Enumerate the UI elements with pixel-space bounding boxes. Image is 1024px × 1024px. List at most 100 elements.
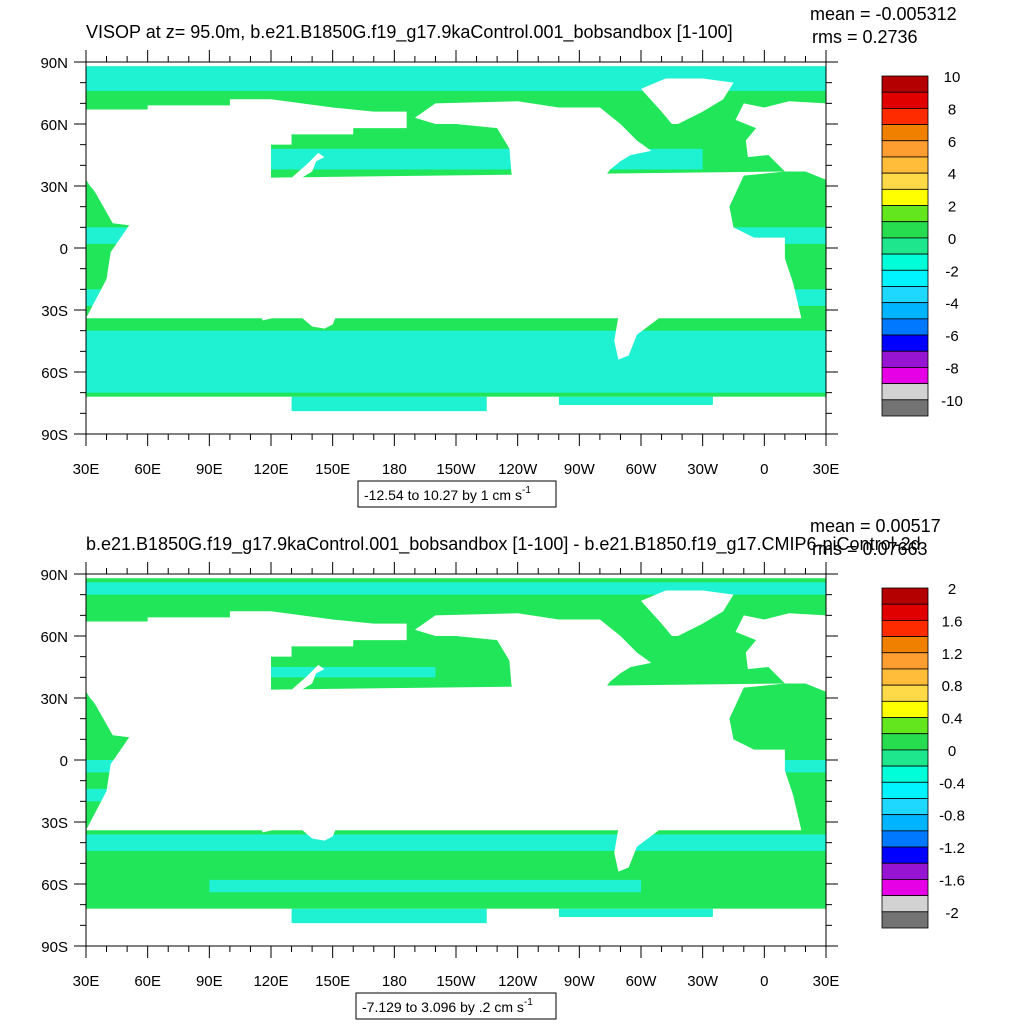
- top-north-america-land: [414, 101, 652, 211]
- top-y-tick-label: 90N: [40, 55, 68, 72]
- bottom-title: b.e21.B1850G.f19_g17.9kaControl.001_bobs…: [86, 534, 921, 555]
- top-land-mask: [86, 62, 826, 434]
- bottom-colorbar-label: 1.6: [942, 613, 963, 630]
- bottom-japan-land: [291, 664, 325, 694]
- bottom-colorbar-swatch: [881, 862, 929, 880]
- top-x-tick-label: 90W: [564, 461, 596, 478]
- top-x-tick-label: 120E: [253, 461, 288, 478]
- bottom-colorbar-swatch: [881, 846, 929, 864]
- top-colorbar-swatch: [881, 367, 929, 385]
- top-x-tick-label: 180: [382, 461, 407, 478]
- bottom-colorbar-swatch: [881, 652, 929, 670]
- top-colorbar-swatch: [881, 350, 929, 368]
- bottom-weddell-sea: [558, 908, 713, 918]
- bottom-x-tick-label: 60W: [626, 973, 658, 990]
- top-x-tick-label: 30E: [73, 461, 100, 478]
- bottom-y-tick-label: 90N: [40, 567, 68, 584]
- bottom-colorbar: 2 1.6 1.2 0.8 0.4 0 -0.4 -0.8 -1.2 -1.6 -2: [881, 581, 965, 929]
- bottom-colorbar-label: -1.2: [939, 840, 965, 857]
- top-rms-label: rms = 0.2736: [812, 27, 918, 47]
- top-colorbar-swatch: [881, 269, 929, 287]
- top-colorbar-swatch: [881, 302, 929, 320]
- bottom-colorbar-swatch: [881, 684, 929, 702]
- bottom-colorbar-label: 1.2: [942, 646, 963, 663]
- top-colorbar-label: 6: [948, 134, 956, 151]
- bottom-colorbar-swatch: [881, 749, 929, 767]
- bottom-y-tick-label: 30N: [40, 691, 68, 708]
- top-colorbar-swatch: [881, 91, 929, 109]
- top-y-axis: 90N 60N 30N 0 30S 60S 90S: [40, 55, 838, 444]
- bottom-x-tick-label: 30E: [813, 973, 840, 990]
- top-range-box: -12.54 to 10.27 by 1 cm s-1: [357, 480, 557, 508]
- top-japan-land: [291, 152, 325, 182]
- bottom-nh-mid-band: [209, 667, 436, 678]
- top-colorbar-swatch: [881, 172, 929, 190]
- bottom-australia-land: [258, 784, 339, 841]
- bottom-colorbar-label: 2: [948, 581, 956, 598]
- bottom-range-label: -7.129 to 3.096 by .2 cm s-1: [362, 997, 533, 1015]
- top-colorbar-label: -10: [941, 393, 963, 410]
- bottom-x-tick-label: 0: [760, 973, 768, 990]
- bottom-x-tick-label: 150W: [436, 973, 476, 990]
- top-x-tick-label: 30W: [687, 461, 719, 478]
- top-africa-land: [86, 171, 802, 319]
- top-colorbar-swatch: [881, 221, 929, 239]
- top-colorbar-swatch: [881, 399, 929, 417]
- top-x-tick-label: 60W: [626, 461, 658, 478]
- top-panel: VISOP at z= 95.0m, b.e21.B1850G.f19_g17.…: [40, 4, 963, 508]
- top-greenland-land: [641, 78, 734, 124]
- bottom-southern-ocean-band: [86, 834, 826, 851]
- bottom-colorbar-swatch: [881, 668, 929, 686]
- bottom-x-tick-label: 180: [382, 973, 407, 990]
- bottom-x-tick-label: 60E: [134, 973, 161, 990]
- bottom-ross-sea: [291, 908, 487, 924]
- top-y-tick-label: 60S: [41, 365, 68, 382]
- top-range-box-frame: [357, 480, 557, 508]
- bottom-colorbar-label: -1.6: [939, 872, 965, 889]
- bottom-colorbar-swatch: [881, 636, 929, 654]
- bottom-colorbar-swatch: [881, 911, 929, 929]
- bottom-y-axis: 90N 60N 30N 0 30S 60S 90S: [40, 567, 838, 956]
- top-x-tick-label: 90E: [196, 461, 223, 478]
- bottom-colorbar-label: 0: [948, 743, 956, 760]
- top-contour-map: VISOP at z= 95.0m, b.e21.B1850G.f19_g17.…: [40, 4, 963, 508]
- top-colorbar-label: 8: [948, 101, 956, 118]
- bottom-colorbar-swatch: [881, 765, 929, 783]
- top-range-label: -12.54 to 10.27 by 1 cm s-1: [364, 485, 531, 503]
- bottom-colorbar-label: -2: [945, 905, 958, 922]
- bottom-madagascar-land: [114, 788, 128, 812]
- top-range-text: -12.54 to 10.27 by 1 cm s: [364, 487, 522, 503]
- top-colorbar-swatch: [881, 334, 929, 352]
- bottom-range-text: -7.129 to 3.096 by .2 cm s: [362, 999, 524, 1015]
- top-y-tick-label: 90S: [41, 427, 68, 444]
- bottom-y-tick-label: 60N: [40, 629, 68, 646]
- top-range-unit-exponent: -1: [522, 485, 531, 496]
- bottom-colorbar-swatch: [881, 587, 929, 605]
- bottom-colorbar-swatch: [881, 700, 929, 718]
- bottom-x-tick-label: 30W: [687, 973, 719, 990]
- bottom-x-tick-label: 90W: [564, 973, 596, 990]
- bottom-africa-land: [86, 683, 802, 831]
- top-weddell-sea: [558, 396, 713, 406]
- top-madagascar-land: [114, 276, 128, 300]
- bottom-mean-label: mean = 0.00517: [810, 516, 941, 536]
- bottom-colorbar-label: 0.8: [942, 678, 963, 695]
- bottom-colorbar-label: -0.4: [939, 775, 965, 792]
- bottom-north-america-land: [414, 613, 652, 723]
- top-colorbar-label: -4: [945, 296, 958, 313]
- bottom-y-tick-label: 0: [60, 753, 68, 770]
- bottom-southern-ocean-band-2: [209, 879, 642, 893]
- bottom-colorbar-swatch: [881, 619, 929, 637]
- top-colorbar-swatch: [881, 318, 929, 336]
- bottom-antarctica-land: [86, 908, 826, 946]
- bottom-y-tick-label: 30S: [41, 815, 68, 832]
- bottom-rms-label: rms = 0.07663: [812, 539, 928, 559]
- bottom-y-tick-label: 60S: [41, 877, 68, 894]
- top-colorbar-label: 4: [948, 166, 956, 183]
- top-colorbar-swatch: [881, 188, 929, 206]
- top-y-tick-label: 60N: [40, 117, 68, 134]
- bottom-colorbar-swatch: [881, 830, 929, 848]
- top-x-tick-label: 60E: [134, 461, 161, 478]
- top-y-tick-label: 30S: [41, 303, 68, 320]
- bottom-south-america-land: [597, 737, 693, 872]
